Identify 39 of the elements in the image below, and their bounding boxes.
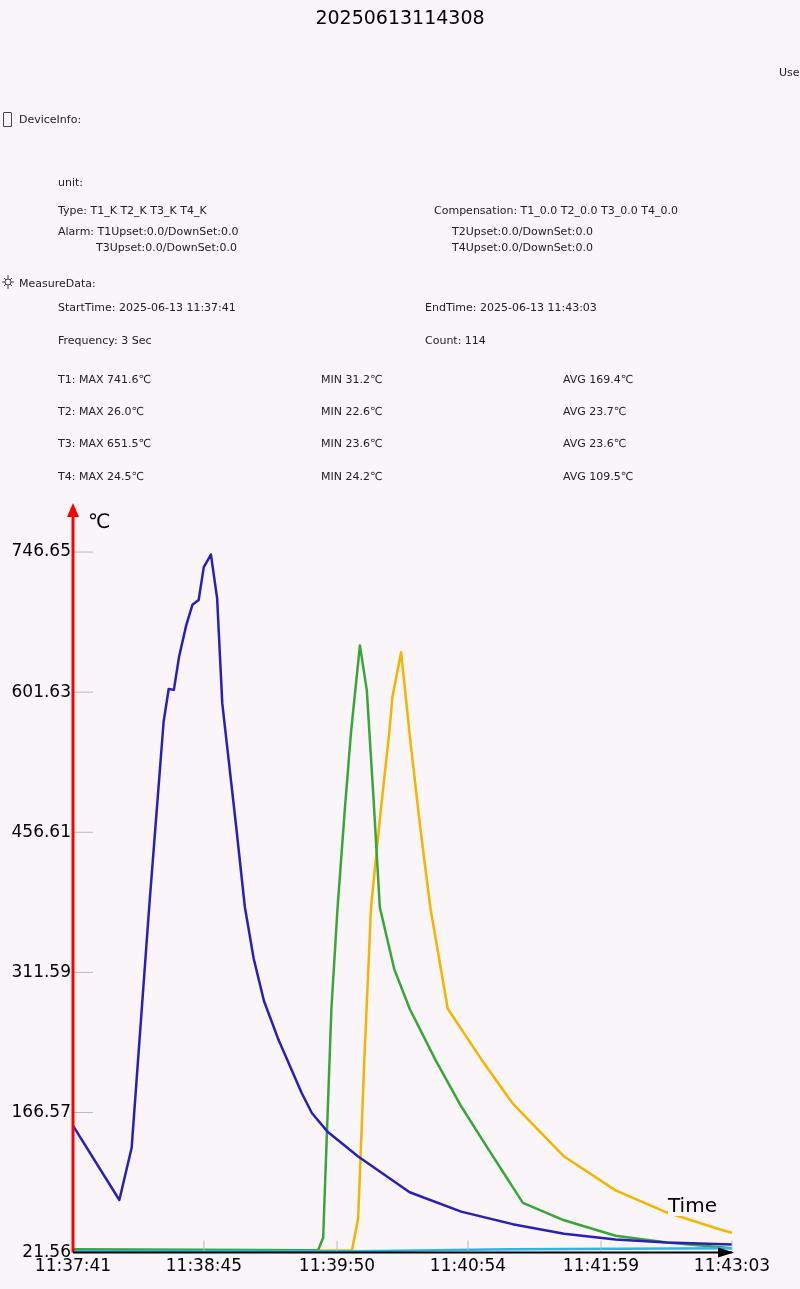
text: AVG 23.7℃ [563,405,627,418]
y-tick-label: 166.57 [11,1100,71,1121]
y-tick-label: 746.65 [11,540,71,561]
text: Type: T1_K T2_K T3_K T4_K [58,204,207,217]
text: Compensation: T1_0.0 T2_0.0 T3_0.0 T4_0.0 [434,204,678,217]
text: MIN 22.6℃ [321,405,383,418]
x-tick-label: 11:40:54 [429,1255,507,1276]
text: Alarm: T1Upset:0.0/DownSet:0.0 [58,225,239,238]
text: T3Upset:0.0/DownSet:0.0 [96,241,237,254]
text: T1: MAX 741.6℃ [58,373,151,386]
text: MIN 24.2℃ [321,470,383,483]
text: T2: MAX 26.0℃ [58,405,144,418]
y-tick-label: 456.61 [11,820,71,841]
text: Use [779,66,800,79]
x-tick-label: 11:41:59 [562,1255,640,1276]
text: AVG 23.6℃ [563,437,627,450]
text: EndTime: 2025-06-13 11:43:03 [425,301,597,314]
text: AVG 109.5℃ [563,470,634,483]
text: MeasureData: [19,277,96,290]
text: T2Upset:0.0/DownSet:0.0 [452,225,593,238]
x-tick-label: 11:43:03 [693,1255,771,1276]
text: T4Upset:0.0/DownSet:0.0 [452,241,593,254]
text: T3: MAX 651.5℃ [58,437,151,450]
x-tick-label: 11:38:45 [165,1255,243,1276]
x-tick-label: 11:39:50 [298,1255,376,1276]
x-axis-title: Time [668,1193,717,1217]
text: StartTime: 2025-06-13 11:37:41 [58,301,236,314]
text: Count: 114 [425,334,486,347]
y-tick-label: 601.63 [11,680,71,701]
chart-title: 20250613114308 [314,6,486,28]
y-axis-title: ℃ [88,509,111,533]
text: MIN 23.6℃ [321,437,383,450]
text: unit: [58,176,84,189]
text: Frequency: 3 Sec [58,334,152,347]
text: DeviceInfo: [19,113,82,126]
y-tick-label: 311.59 [11,960,71,981]
text: AVG 169.4℃ [563,373,634,386]
text: T4: MAX 24.5℃ [58,470,144,483]
text: MIN 31.2℃ [321,373,383,386]
